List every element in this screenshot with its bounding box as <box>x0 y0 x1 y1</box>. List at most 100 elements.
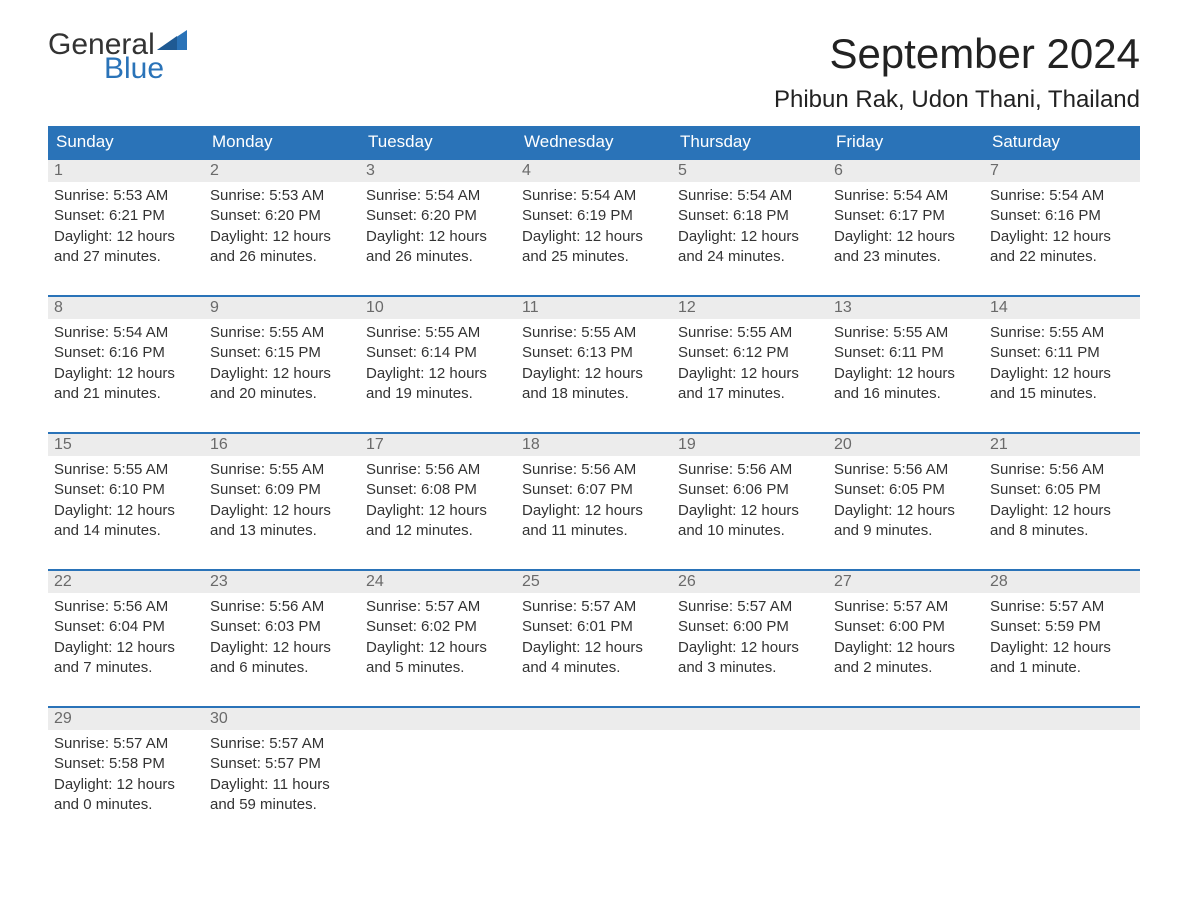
day-number: 1 <box>48 158 204 182</box>
day-body: Sunrise: 5:57 AMSunset: 6:02 PMDaylight:… <box>360 593 516 706</box>
day-body: Sunrise: 5:53 AMSunset: 6:21 PMDaylight:… <box>48 182 204 295</box>
day-cell: 28Sunrise: 5:57 AMSunset: 5:59 PMDayligh… <box>984 569 1140 706</box>
day-body: Sunrise: 5:55 AMSunset: 6:09 PMDaylight:… <box>204 456 360 569</box>
sunrise-line: Sunrise: 5:54 AM <box>990 186 1134 206</box>
daylight-line: Daylight: 12 hours and 1 minute. <box>990 638 1134 679</box>
sunset-line: Sunset: 6:17 PM <box>834 206 978 226</box>
day-cell: 2Sunrise: 5:53 AMSunset: 6:20 PMDaylight… <box>204 158 360 295</box>
sunrise-line: Sunrise: 5:55 AM <box>54 460 198 480</box>
day-body: Sunrise: 5:57 AMSunset: 5:58 PMDaylight:… <box>48 730 204 843</box>
day-cell: 27Sunrise: 5:57 AMSunset: 6:00 PMDayligh… <box>828 569 984 706</box>
day-cell: 10Sunrise: 5:55 AMSunset: 6:14 PMDayligh… <box>360 295 516 432</box>
day-body <box>360 730 516 762</box>
day-body: Sunrise: 5:54 AMSunset: 6:18 PMDaylight:… <box>672 182 828 295</box>
day-number: 20 <box>828 432 984 456</box>
daylight-line: Daylight: 12 hours and 21 minutes. <box>54 364 198 405</box>
calendar-table: Sunday Monday Tuesday Wednesday Thursday… <box>48 126 1140 843</box>
day-number: 19 <box>672 432 828 456</box>
day-cell: 11Sunrise: 5:55 AMSunset: 6:13 PMDayligh… <box>516 295 672 432</box>
day-body: Sunrise: 5:55 AMSunset: 6:12 PMDaylight:… <box>672 319 828 432</box>
daylight-line: Daylight: 12 hours and 9 minutes. <box>834 501 978 542</box>
sunset-line: Sunset: 6:10 PM <box>54 480 198 500</box>
day-cell: 26Sunrise: 5:57 AMSunset: 6:00 PMDayligh… <box>672 569 828 706</box>
sunset-line: Sunset: 6:15 PM <box>210 343 354 363</box>
day-cell: 22Sunrise: 5:56 AMSunset: 6:04 PMDayligh… <box>48 569 204 706</box>
sunrise-line: Sunrise: 5:57 AM <box>54 734 198 754</box>
heading-block: September 2024 Phibun Rak, Udon Thani, T… <box>774 30 1140 114</box>
sunrise-line: Sunrise: 5:56 AM <box>522 460 666 480</box>
daylight-line: Daylight: 12 hours and 25 minutes. <box>522 227 666 268</box>
daylight-line: Daylight: 12 hours and 26 minutes. <box>210 227 354 268</box>
sunset-line: Sunset: 5:57 PM <box>210 754 354 774</box>
sunset-line: Sunset: 6:14 PM <box>366 343 510 363</box>
daylight-line: Daylight: 12 hours and 0 minutes. <box>54 775 198 816</box>
day-number: 14 <box>984 295 1140 319</box>
day-body <box>984 730 1140 762</box>
sunrise-line: Sunrise: 5:54 AM <box>678 186 822 206</box>
day-body: Sunrise: 5:54 AMSunset: 6:19 PMDaylight:… <box>516 182 672 295</box>
sunrise-line: Sunrise: 5:55 AM <box>990 323 1134 343</box>
day-body: Sunrise: 5:55 AMSunset: 6:10 PMDaylight:… <box>48 456 204 569</box>
logo: General Blue <box>48 30 187 84</box>
daylight-line: Daylight: 12 hours and 22 minutes. <box>990 227 1134 268</box>
day-body <box>828 730 984 762</box>
sunset-line: Sunset: 6:11 PM <box>834 343 978 363</box>
sunset-line: Sunset: 6:12 PM <box>678 343 822 363</box>
daylight-line: Daylight: 12 hours and 5 minutes. <box>366 638 510 679</box>
day-body: Sunrise: 5:56 AMSunset: 6:05 PMDaylight:… <box>828 456 984 569</box>
week-row: 22Sunrise: 5:56 AMSunset: 6:04 PMDayligh… <box>48 569 1140 706</box>
day-cell: 17Sunrise: 5:56 AMSunset: 6:08 PMDayligh… <box>360 432 516 569</box>
daylight-line: Daylight: 11 hours and 59 minutes. <box>210 775 354 816</box>
day-body: Sunrise: 5:56 AMSunset: 6:04 PMDaylight:… <box>48 593 204 706</box>
sunrise-line: Sunrise: 5:55 AM <box>834 323 978 343</box>
sunrise-line: Sunrise: 5:55 AM <box>210 460 354 480</box>
sunrise-line: Sunrise: 5:57 AM <box>678 597 822 617</box>
sunrise-line: Sunrise: 5:55 AM <box>210 323 354 343</box>
daylight-line: Daylight: 12 hours and 10 minutes. <box>678 501 822 542</box>
daylight-line: Daylight: 12 hours and 4 minutes. <box>522 638 666 679</box>
day-body: Sunrise: 5:56 AMSunset: 6:07 PMDaylight:… <box>516 456 672 569</box>
day-number: 12 <box>672 295 828 319</box>
sunrise-line: Sunrise: 5:54 AM <box>522 186 666 206</box>
day-body: Sunrise: 5:55 AMSunset: 6:11 PMDaylight:… <box>984 319 1140 432</box>
month-title: September 2024 <box>774 30 1140 78</box>
day-body: Sunrise: 5:54 AMSunset: 6:16 PMDaylight:… <box>48 319 204 432</box>
daylight-line: Daylight: 12 hours and 15 minutes. <box>990 364 1134 405</box>
day-number: 8 <box>48 295 204 319</box>
day-number: 10 <box>360 295 516 319</box>
daylight-line: Daylight: 12 hours and 24 minutes. <box>678 227 822 268</box>
daylight-line: Daylight: 12 hours and 27 minutes. <box>54 227 198 268</box>
col-friday: Friday <box>828 126 984 158</box>
sunset-line: Sunset: 6:00 PM <box>834 617 978 637</box>
sunset-line: Sunset: 6:20 PM <box>366 206 510 226</box>
sunset-line: Sunset: 6:00 PM <box>678 617 822 637</box>
sunset-line: Sunset: 6:16 PM <box>990 206 1134 226</box>
day-number: 26 <box>672 569 828 593</box>
day-cell: 16Sunrise: 5:55 AMSunset: 6:09 PMDayligh… <box>204 432 360 569</box>
sunset-line: Sunset: 6:18 PM <box>678 206 822 226</box>
day-cell: 24Sunrise: 5:57 AMSunset: 6:02 PMDayligh… <box>360 569 516 706</box>
day-cell: 20Sunrise: 5:56 AMSunset: 6:05 PMDayligh… <box>828 432 984 569</box>
sunset-line: Sunset: 6:13 PM <box>522 343 666 363</box>
sunset-line: Sunset: 6:05 PM <box>990 480 1134 500</box>
week-row: 1Sunrise: 5:53 AMSunset: 6:21 PMDaylight… <box>48 158 1140 295</box>
day-number: 25 <box>516 569 672 593</box>
day-number: 16 <box>204 432 360 456</box>
day-body <box>516 730 672 762</box>
weekday-header-row: Sunday Monday Tuesday Wednesday Thursday… <box>48 126 1140 158</box>
daylight-line: Daylight: 12 hours and 13 minutes. <box>210 501 354 542</box>
sunset-line: Sunset: 6:11 PM <box>990 343 1134 363</box>
daylight-line: Daylight: 12 hours and 20 minutes. <box>210 364 354 405</box>
day-cell: 29Sunrise: 5:57 AMSunset: 5:58 PMDayligh… <box>48 706 204 843</box>
day-body: Sunrise: 5:57 AMSunset: 6:00 PMDaylight:… <box>672 593 828 706</box>
day-number: 21 <box>984 432 1140 456</box>
day-number: 7 <box>984 158 1140 182</box>
week-row: 8Sunrise: 5:54 AMSunset: 6:16 PMDaylight… <box>48 295 1140 432</box>
day-number: 3 <box>360 158 516 182</box>
day-number: 28 <box>984 569 1140 593</box>
daylight-line: Daylight: 12 hours and 17 minutes. <box>678 364 822 405</box>
sunset-line: Sunset: 6:20 PM <box>210 206 354 226</box>
day-number: 13 <box>828 295 984 319</box>
day-body: Sunrise: 5:53 AMSunset: 6:20 PMDaylight:… <box>204 182 360 295</box>
sunrise-line: Sunrise: 5:54 AM <box>54 323 198 343</box>
